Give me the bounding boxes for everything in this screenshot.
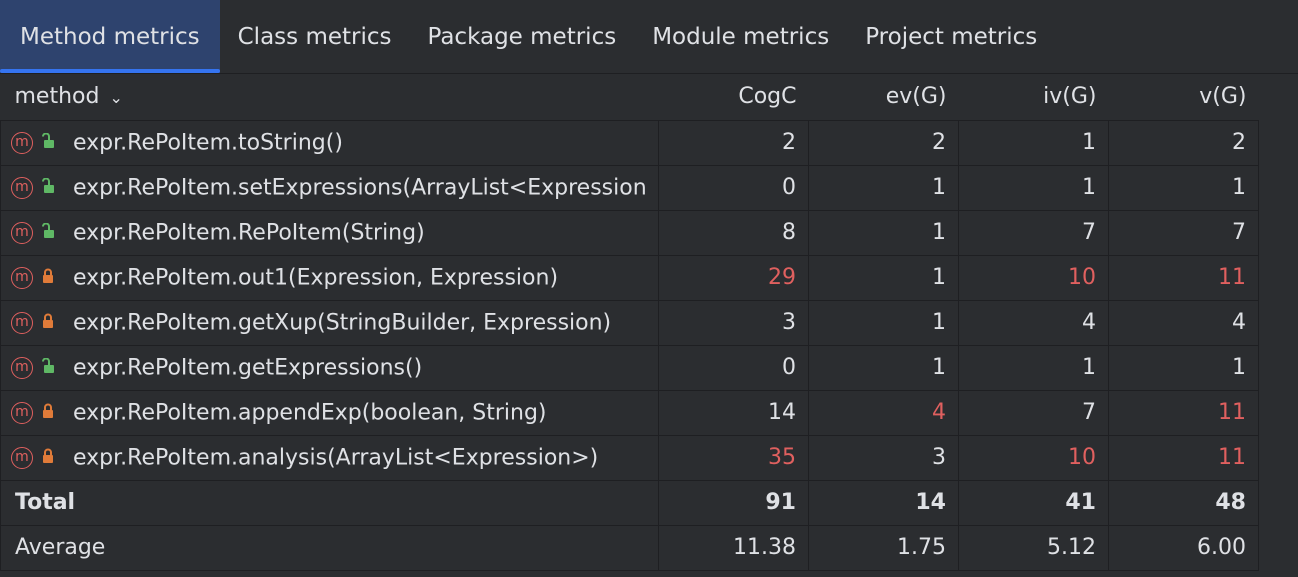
table-row[interactable]: m expr.RePoItem.setExpressions(ArrayList<…: [1, 165, 1259, 210]
method-cell[interactable]: m expr.RePoItem.getExpressions(): [1, 345, 659, 390]
method-icon: m: [11, 357, 33, 379]
column-header-vg[interactable]: v(G): [1109, 74, 1259, 120]
method-icon: m: [11, 222, 33, 244]
table-header-row: method ⌄ CogC ev(G) iv(G) v(G): [1, 74, 1259, 120]
ivg-cell: 1: [959, 120, 1109, 165]
method-name: expr.RePoItem.setExpressions(ArrayList<E…: [73, 175, 647, 200]
table-row[interactable]: m expr.RePoItem.getXup(StringBuilder, Exp…: [1, 300, 1259, 345]
ivg-cell: 4: [959, 300, 1109, 345]
column-header-cogc[interactable]: CogC: [659, 74, 809, 120]
tab-method-metrics[interactable]: Method metrics: [0, 0, 220, 73]
method-icon: m: [11, 447, 33, 469]
lock-icon: [41, 445, 55, 470]
unlocked-icon: [41, 130, 55, 155]
method-icon: m: [11, 267, 33, 289]
vg-cell: 1: [1109, 345, 1259, 390]
total-evg: 14: [809, 480, 959, 525]
method-icon: m: [11, 402, 33, 424]
evg-cell: 2: [809, 120, 959, 165]
method-name: expr.RePoItem.RePoItem(String): [73, 220, 425, 245]
ivg-cell: 10: [959, 435, 1109, 480]
chevron-down-icon[interactable]: ⌄: [109, 88, 122, 107]
method-name: expr.RePoItem.analysis(ArrayList<Express…: [73, 445, 598, 470]
average-ivg: 5.12: [959, 525, 1109, 570]
total-label: Total: [1, 480, 659, 525]
vg-cell: 7: [1109, 210, 1259, 255]
column-header-ivg[interactable]: iv(G): [959, 74, 1109, 120]
average-cogc: 11.38: [659, 525, 809, 570]
unlocked-icon: [41, 355, 55, 380]
ivg-cell: 7: [959, 210, 1109, 255]
average-label: Average: [1, 525, 659, 570]
ivg-cell: 1: [959, 345, 1109, 390]
lock-icon: [41, 310, 55, 335]
ivg-cell: 10: [959, 255, 1109, 300]
lock-icon: [41, 265, 55, 290]
method-cell[interactable]: m expr.RePoItem.RePoItem(String): [1, 210, 659, 255]
table-row[interactable]: m expr.RePoItem.toString() 2 2 1 2: [1, 120, 1259, 165]
cogc-cell: 0: [659, 345, 809, 390]
method-name: expr.RePoItem.out1(Expression, Expressio…: [73, 265, 558, 290]
total-vg: 48: [1109, 480, 1259, 525]
vg-cell: 2: [1109, 120, 1259, 165]
table-row[interactable]: m expr.RePoItem.getExpressions() 0 1 1 1: [1, 345, 1259, 390]
evg-cell: 1: [809, 300, 959, 345]
evg-cell: 1: [809, 255, 959, 300]
method-icon: m: [11, 312, 33, 334]
unlocked-icon: [41, 175, 55, 200]
tab-package-metrics[interactable]: Package metrics: [410, 0, 635, 73]
cogc-cell: 3: [659, 300, 809, 345]
lock-icon: [41, 400, 55, 425]
cogc-cell: 0: [659, 165, 809, 210]
average-row: Average 11.38 1.75 5.12 6.00: [1, 525, 1259, 570]
evg-cell: 1: [809, 345, 959, 390]
vg-cell: 11: [1109, 390, 1259, 435]
ivg-cell: 7: [959, 390, 1109, 435]
column-header-method[interactable]: method ⌄: [1, 74, 659, 120]
total-cogc: 91: [659, 480, 809, 525]
cogc-cell: 14: [659, 390, 809, 435]
method-name: expr.RePoItem.toString(): [73, 130, 343, 155]
average-vg: 6.00: [1109, 525, 1259, 570]
metrics-tab-bar: Method metrics Class metrics Package met…: [0, 0, 1298, 74]
column-header-label: method: [15, 84, 100, 109]
table-row[interactable]: m expr.RePoItem.out1(Expression, Expressi…: [1, 255, 1259, 300]
tab-module-metrics[interactable]: Module metrics: [634, 0, 847, 73]
cogc-cell: 35: [659, 435, 809, 480]
method-cell[interactable]: m expr.RePoItem.setExpressions(ArrayList<…: [1, 165, 659, 210]
vg-cell: 11: [1109, 255, 1259, 300]
table-row[interactable]: m expr.RePoItem.appendExp(boolean, String…: [1, 390, 1259, 435]
column-header-evg[interactable]: ev(G): [809, 74, 959, 120]
method-cell[interactable]: m expr.RePoItem.getXup(StringBuilder, Exp…: [1, 300, 659, 345]
vg-cell: 4: [1109, 300, 1259, 345]
method-cell[interactable]: m expr.RePoItem.toString(): [1, 120, 659, 165]
method-name: expr.RePoItem.getExpressions(): [73, 355, 422, 380]
tab-project-metrics[interactable]: Project metrics: [847, 0, 1055, 73]
table-row[interactable]: m expr.RePoItem.RePoItem(String) 8 1 7 7: [1, 210, 1259, 255]
evg-cell: 3: [809, 435, 959, 480]
cogc-cell: 2: [659, 120, 809, 165]
method-name: expr.RePoItem.getXup(StringBuilder, Expr…: [73, 310, 611, 335]
evg-cell: 1: [809, 210, 959, 255]
evg-cell: 1: [809, 165, 959, 210]
method-cell[interactable]: m expr.RePoItem.out1(Expression, Expressi…: [1, 255, 659, 300]
method-cell[interactable]: m expr.RePoItem.appendExp(boolean, String…: [1, 390, 659, 435]
table-row[interactable]: m expr.RePoItem.analysis(ArrayList<Expres…: [1, 435, 1259, 480]
total-ivg: 41: [959, 480, 1109, 525]
tab-class-metrics[interactable]: Class metrics: [220, 0, 410, 73]
cogc-cell: 29: [659, 255, 809, 300]
ivg-cell: 1: [959, 165, 1109, 210]
method-cell[interactable]: m expr.RePoItem.analysis(ArrayList<Expres…: [1, 435, 659, 480]
unlocked-icon: [41, 220, 55, 245]
method-icon: m: [11, 132, 33, 154]
vg-cell: 1: [1109, 165, 1259, 210]
method-icon: m: [11, 177, 33, 199]
cogc-cell: 8: [659, 210, 809, 255]
metrics-table: method ⌄ CogC ev(G) iv(G) v(G) m expr.RePo…: [0, 74, 1259, 571]
vg-cell: 11: [1109, 435, 1259, 480]
method-name: expr.RePoItem.appendExp(boolean, String): [73, 400, 547, 425]
evg-cell: 4: [809, 390, 959, 435]
total-row: Total 91 14 41 48: [1, 480, 1259, 525]
average-evg: 1.75: [809, 525, 959, 570]
